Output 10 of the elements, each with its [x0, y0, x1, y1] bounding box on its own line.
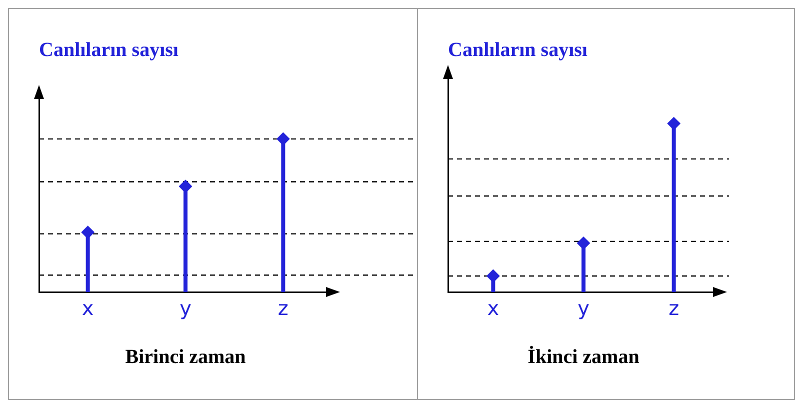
x-tick-label: y [180, 296, 192, 320]
chart-title: Canlıların sayısı [39, 39, 179, 62]
x-tick-label: z [278, 296, 288, 320]
chart-title: Canlıların sayısı [448, 39, 588, 62]
x-tick-label: z [668, 296, 680, 320]
x-tick-label: x [82, 296, 94, 320]
x-tick-label: y [578, 296, 590, 320]
x-tick-label: x [487, 296, 500, 320]
x-axis-title: Birinci zaman [125, 346, 246, 368]
x-axis-title: İkinci zaman [528, 345, 640, 368]
